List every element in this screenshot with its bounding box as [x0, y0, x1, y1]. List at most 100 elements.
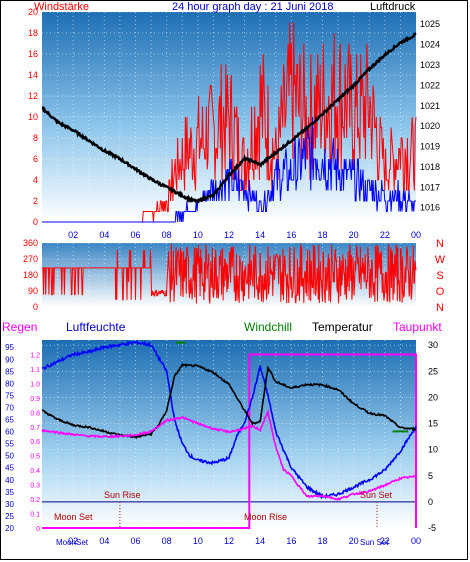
y-rain-tick-label: 0.4 [30, 468, 40, 475]
y-rain-tick-label: 0 [36, 526, 40, 533]
y-humidity-tick-label: 25 [5, 512, 14, 521]
y-left-tick-label: 20 [28, 7, 38, 17]
y-left-tick-label: 10 [28, 112, 38, 122]
x-tick-label: 00 [411, 230, 421, 240]
y-left-tick-label: 4 [33, 175, 38, 185]
pressure-label: Luftdruck [370, 1, 416, 13]
x-tick-label: 22 [380, 536, 390, 546]
y-rain-tick-label: 0.8 [30, 410, 40, 417]
humidity-series [41, 339, 417, 500]
y-humidity-tick-label: 35 [5, 488, 14, 497]
y-humidity-tick-label: 95 [5, 343, 14, 352]
y-temp-tick-label: 30 [428, 340, 438, 350]
y-humidity-tick-label: 70 [5, 403, 14, 412]
y-rain-tick-label: 0.3 [30, 483, 40, 490]
x-tick-label: 12 [224, 230, 234, 240]
y-rain-tick-label: 0.1 [30, 512, 40, 519]
y-direction-tick-label: 180 [23, 270, 38, 280]
x-tick-label: 02 [68, 536, 78, 546]
x-tick-label: 08 [162, 230, 172, 240]
x-tick-label: 16 [286, 536, 296, 546]
panel1-ticks: 0246810121416182010161017101810191020102… [28, 7, 440, 240]
y-temp-tick-label: 15 [428, 419, 438, 429]
legend-windchill: Windchill [244, 320, 292, 334]
y-rain-tick-label: 1.2 [30, 352, 40, 359]
x-tick-label: 10 [193, 230, 203, 240]
x-tick-label: 04 [99, 230, 109, 240]
x-tick-label: 14 [255, 230, 265, 240]
y-direction-tick-label: 0 [33, 302, 38, 312]
wind-strength-label: Windstärke [34, 1, 89, 13]
y-humidity-tick-label: 90 [5, 355, 14, 364]
y-left-tick-label: 8 [33, 133, 38, 143]
x-tick-label: 10 [193, 536, 203, 546]
y-temp-tick-label: 0 [428, 497, 433, 507]
compass-label: N [436, 302, 444, 314]
chart-title: 24 hour graph day : 21 Juni 2018 [172, 1, 333, 13]
y-humidity-tick-label: 85 [5, 367, 14, 376]
x-tick-label: 08 [162, 536, 172, 546]
y-humidity-tick-label: 75 [5, 391, 14, 400]
legend-dewpoint: Taupunkt [393, 320, 442, 334]
panel2-series [42, 243, 417, 304]
x-tick-label: 20 [349, 230, 359, 240]
x-tick-label: 02 [68, 230, 78, 240]
y-left-tick-label: 18 [28, 28, 38, 38]
y-right-tick-label: 1023 [420, 60, 440, 70]
y-rain-tick-label: 0.7 [30, 425, 40, 432]
moon-set-label: Moon Set [54, 512, 93, 522]
dewpoint-series [41, 408, 417, 502]
legend-humidity: Luftfeuchte [66, 320, 126, 334]
wind-average-series [42, 116, 416, 223]
y-direction-tick-label: 270 [23, 254, 38, 264]
y-left-tick-label: 2 [33, 196, 38, 206]
y-temp-tick-label: -5 [428, 523, 436, 533]
x-tick-label: 06 [130, 536, 140, 546]
y-right-tick-label: 1020 [420, 121, 440, 131]
y-humidity-tick-label: 50 [5, 452, 14, 461]
y-direction-tick-label: 360 [23, 238, 38, 248]
pressure-series [41, 32, 417, 204]
y-right-tick-label: 1024 [420, 40, 440, 50]
x-tick-label: 20 [349, 536, 359, 546]
y-rain-tick-label: 0.6 [30, 439, 40, 446]
y-right-tick-label: 1025 [420, 19, 440, 29]
y-rain-tick-label: 0.9 [30, 396, 40, 403]
y-left-tick-label: 12 [28, 91, 38, 101]
y-temp-tick-label: 25 [428, 366, 438, 376]
y-humidity-tick-label: 80 [5, 379, 14, 388]
panel1-series [41, 22, 417, 223]
x-tick-label: 12 [224, 536, 234, 546]
x-tick-label: 22 [380, 230, 390, 240]
y-temp-tick-label: 20 [428, 392, 438, 402]
x-tick-label: 04 [99, 536, 109, 546]
y-humidity-tick-label: 30 [5, 500, 14, 509]
y-left-tick-label: 6 [33, 154, 38, 164]
sun-set-label: Sun Set [360, 490, 393, 500]
x-tick-label: 18 [317, 536, 327, 546]
y-humidity-tick-label: 60 [5, 428, 14, 437]
compass-label: S [436, 270, 443, 282]
rain-series [42, 353, 417, 529]
y-left-tick-label: 14 [28, 70, 38, 80]
y-temp-tick-label: 10 [428, 445, 438, 455]
y-right-tick-label: 1018 [420, 162, 440, 172]
y-left-tick-label: 0 [33, 217, 38, 227]
y-humidity-tick-label: 40 [5, 476, 14, 485]
y-rain-tick-label: 0.2 [30, 497, 40, 504]
y-humidity-tick-label: 55 [5, 440, 14, 449]
compass-label: O [436, 286, 445, 298]
y-right-tick-label: 1022 [420, 80, 440, 90]
y-temp-tick-label: 5 [428, 471, 433, 481]
x-tick-label: 06 [130, 230, 140, 240]
x-tick-label: 18 [317, 230, 327, 240]
y-humidity-tick-label: 65 [5, 416, 14, 425]
y-rain-tick-label: 0.5 [30, 454, 40, 461]
y-direction-tick-label: 90 [28, 286, 38, 296]
compass-label: N [436, 238, 444, 250]
y-right-tick-label: 1019 [420, 142, 440, 152]
x-tick-label: 00 [411, 536, 421, 546]
